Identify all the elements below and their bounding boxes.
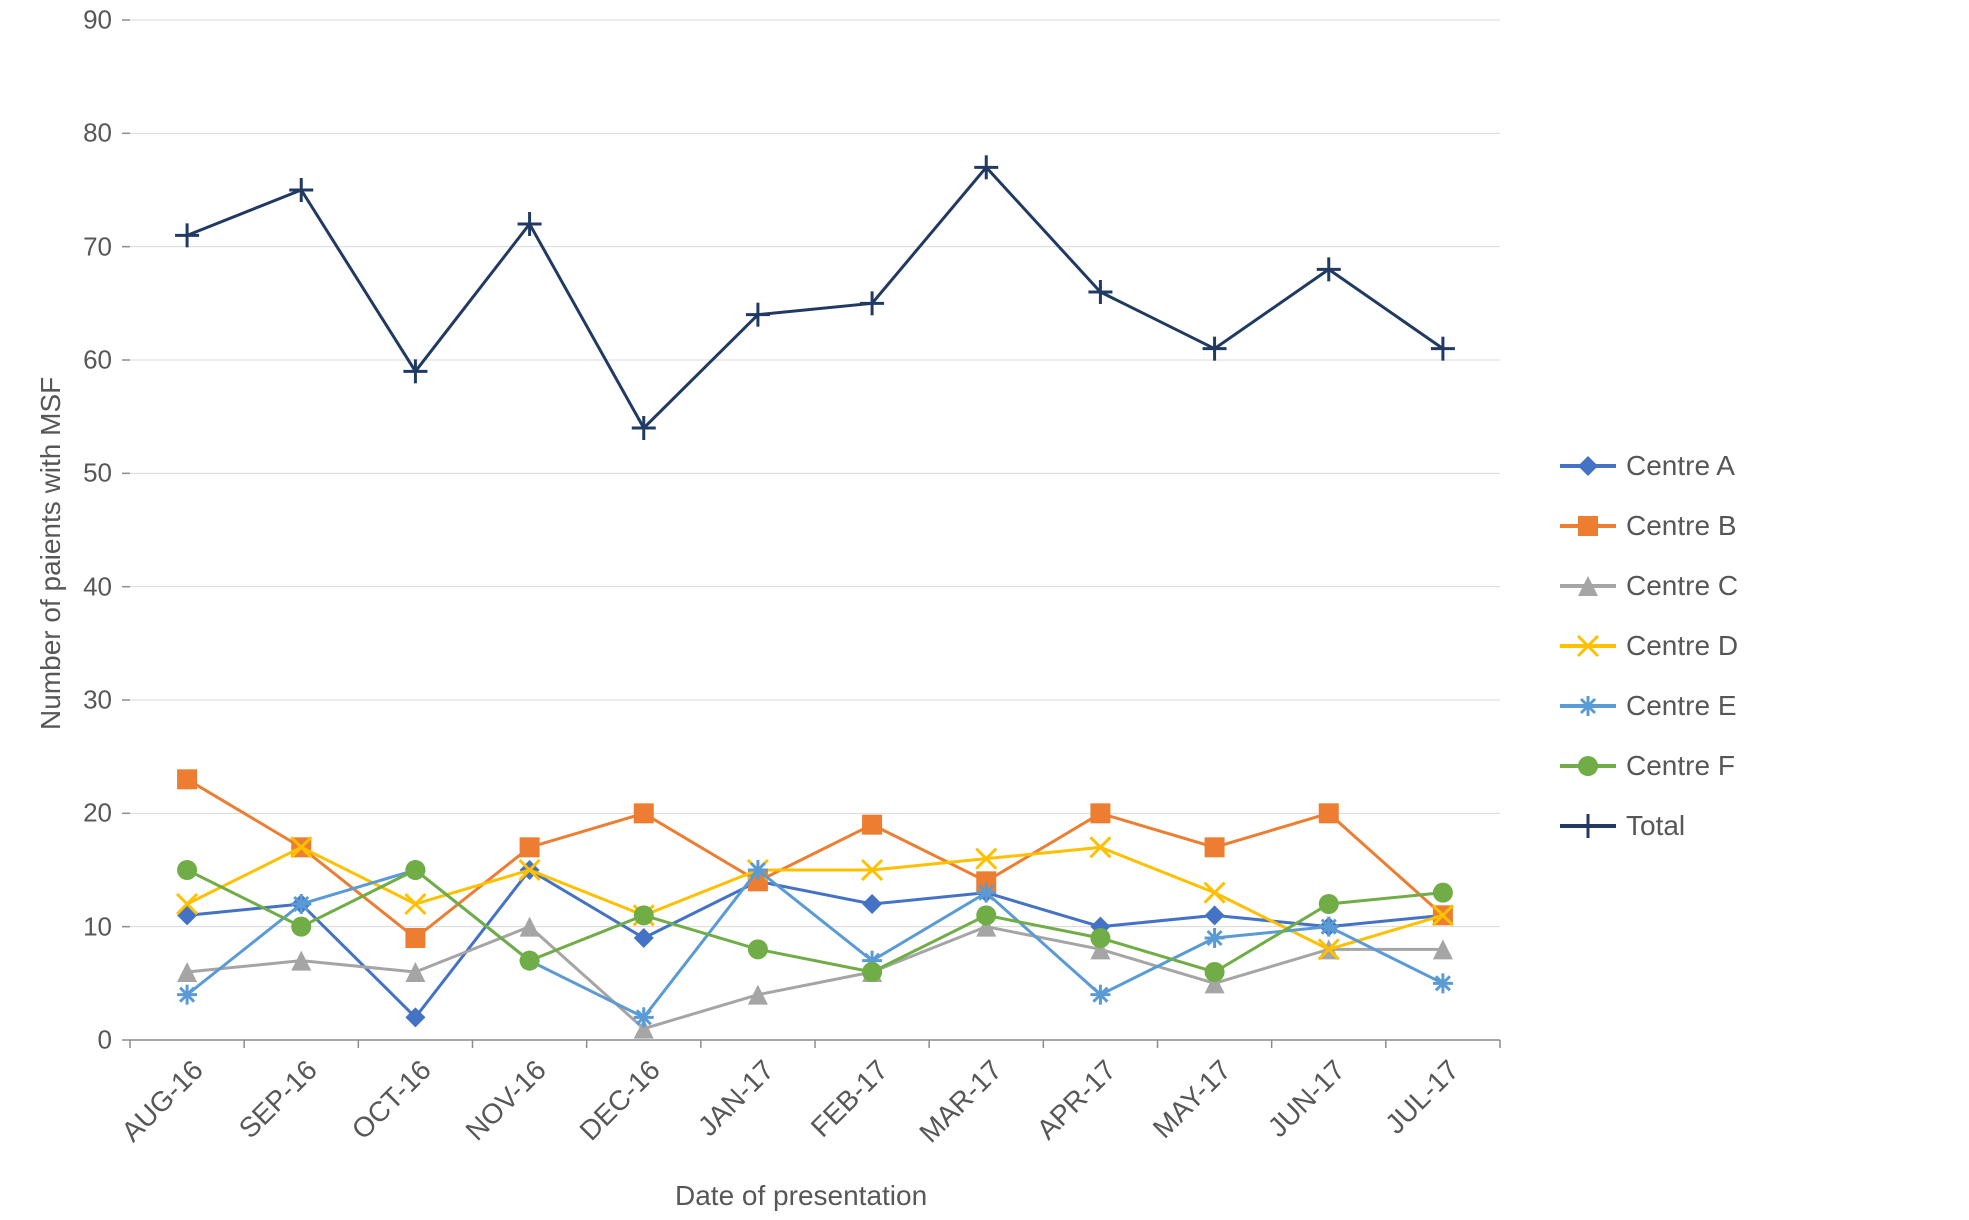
legend-item: Centre A xyxy=(1560,450,1738,482)
y-tick-label: 80 xyxy=(62,118,112,149)
legend-label: Centre D xyxy=(1626,630,1738,662)
y-tick-label: 40 xyxy=(62,571,112,602)
legend-label: Centre C xyxy=(1626,570,1738,602)
legend-label: Centre B xyxy=(1626,510,1737,542)
chart-container: Number of paients with MSF Date of prese… xyxy=(0,0,1969,1220)
legend-label: Total xyxy=(1626,810,1685,842)
legend-swatch xyxy=(1560,692,1616,720)
legend-swatch xyxy=(1560,812,1616,840)
legend-item: Centre F xyxy=(1560,750,1738,782)
y-tick-label: 10 xyxy=(62,911,112,942)
legend-item: Centre D xyxy=(1560,630,1738,662)
legend-swatch xyxy=(1560,632,1616,660)
legend-item: Total xyxy=(1560,810,1738,842)
legend-item: Centre B xyxy=(1560,510,1738,542)
legend: Centre A Centre B Centre C Centre D Centre E… xyxy=(1560,450,1738,870)
y-tick-label: 20 xyxy=(62,798,112,829)
y-tick-label: 0 xyxy=(62,1025,112,1056)
legend-swatch xyxy=(1560,512,1616,540)
legend-label: Centre F xyxy=(1626,750,1735,782)
legend-item: Centre C xyxy=(1560,570,1738,602)
legend-swatch xyxy=(1560,752,1616,780)
legend-item: Centre E xyxy=(1560,690,1738,722)
y-tick-label: 70 xyxy=(62,231,112,262)
legend-label: Centre E xyxy=(1626,690,1737,722)
y-axis-title: Number of paients with MSF xyxy=(35,377,67,730)
y-tick-label: 30 xyxy=(62,685,112,716)
y-tick-label: 50 xyxy=(62,458,112,489)
series-centre-d xyxy=(177,837,1453,959)
series-centre-c xyxy=(177,917,1453,1039)
legend-swatch xyxy=(1560,572,1616,600)
y-tick-label: 60 xyxy=(62,345,112,376)
legend-label: Centre A xyxy=(1626,450,1735,482)
x-axis-title: Date of presentation xyxy=(675,1180,927,1212)
legend-swatch xyxy=(1560,452,1616,480)
y-tick-label: 90 xyxy=(62,5,112,36)
series-total xyxy=(175,155,1455,440)
